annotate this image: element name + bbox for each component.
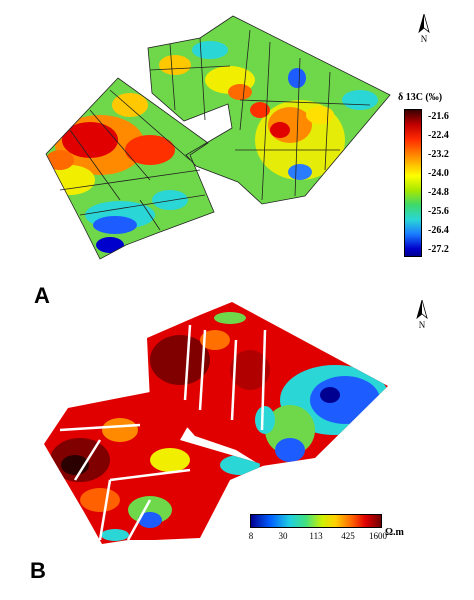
parcel-boundaries-a bbox=[45, 15, 391, 260]
colorbar-tick: 113 bbox=[309, 531, 323, 541]
colorbar-unit: Ω.m bbox=[385, 527, 404, 538]
panel-label-a: A bbox=[34, 283, 50, 308]
legend-tick: -25.6 bbox=[428, 206, 449, 217]
colorbar-tick: 8 bbox=[248, 531, 254, 541]
legend-tick: -27.2 bbox=[428, 244, 449, 255]
north-arrow-icon bbox=[418, 14, 430, 34]
legend-title-a: δ 13C (‰) bbox=[398, 92, 443, 103]
parcel-boundaries-b bbox=[59, 324, 267, 541]
panel-b: N 8 30 113 425 1600 Ω.m B bbox=[0, 300, 474, 600]
panel-a: N δ 13C (‰) -21.6 -22.4 -23.2 -24.0 -24.… bbox=[34, 14, 449, 308]
legend-tick: -24.0 bbox=[428, 168, 449, 179]
legend-tick: -26.4 bbox=[428, 225, 449, 236]
north-arrow-a: N bbox=[412, 14, 436, 44]
legend-tick: -23.2 bbox=[428, 149, 449, 160]
legend-tick: -22.4 bbox=[428, 130, 449, 141]
colorbar-b bbox=[250, 514, 382, 528]
colorbar-tick: 425 bbox=[341, 531, 355, 541]
legend-tick: -24.8 bbox=[428, 187, 449, 198]
north-label-b: N bbox=[418, 320, 426, 330]
legend-colorbar-a bbox=[404, 109, 422, 257]
map-b-resistivity bbox=[44, 302, 388, 544]
north-label-a: N bbox=[420, 34, 428, 44]
panel-label-b: B bbox=[30, 558, 46, 583]
north-arrow-icon bbox=[416, 300, 428, 320]
colorbar-tick: 1600 bbox=[369, 531, 387, 541]
legend-tick: -21.6 bbox=[428, 111, 449, 122]
colorbar-tick: 30 bbox=[278, 531, 288, 541]
map-a-delta13c bbox=[45, 15, 391, 260]
north-arrow-b: N bbox=[410, 300, 434, 330]
